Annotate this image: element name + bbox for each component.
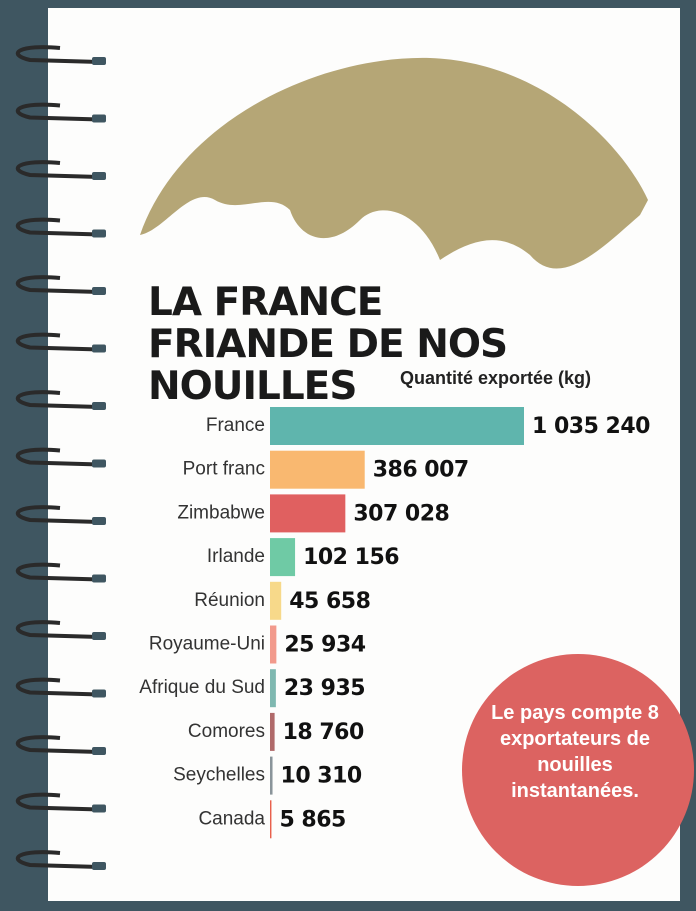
bar bbox=[270, 669, 276, 708]
ring bbox=[15, 792, 101, 812]
category-label: Irlande bbox=[207, 546, 265, 567]
category-label: Réunion bbox=[194, 590, 265, 611]
value-label: 45 658 bbox=[289, 589, 370, 614]
category-label: Canada bbox=[198, 808, 265, 829]
value-label: 307 028 bbox=[353, 501, 449, 526]
bar bbox=[270, 450, 365, 489]
value-label: 18 760 bbox=[283, 720, 364, 745]
axis-label: Quantité exportée (kg) bbox=[400, 368, 592, 388]
category-label: Royaume-Uni bbox=[149, 634, 265, 655]
ring-hole bbox=[92, 344, 106, 353]
bar bbox=[270, 407, 524, 445]
ring bbox=[15, 45, 101, 64]
value-label: 23 935 bbox=[284, 676, 365, 701]
ring-hole bbox=[92, 689, 106, 698]
ring-hole bbox=[92, 574, 106, 583]
category-label: Port franc bbox=[183, 459, 265, 480]
category-label: France bbox=[206, 415, 265, 436]
bar bbox=[270, 538, 296, 577]
ring bbox=[15, 505, 101, 524]
ring-hole bbox=[92, 57, 106, 65]
ring-hole bbox=[92, 114, 106, 123]
ring-hole bbox=[92, 517, 106, 525]
ring-hole bbox=[92, 804, 106, 813]
globe-oceania bbox=[520, 220, 575, 254]
category-label: Seychelles bbox=[173, 765, 265, 786]
bar bbox=[270, 756, 273, 795]
ring bbox=[15, 332, 101, 352]
value-label: 386 007 bbox=[373, 458, 469, 483]
ring bbox=[15, 850, 101, 869]
ring-hole bbox=[92, 172, 106, 180]
ring-hole bbox=[92, 402, 106, 410]
bar bbox=[270, 800, 272, 839]
ring bbox=[15, 620, 101, 639]
ring bbox=[15, 390, 101, 409]
category-label: Afrique du Sud bbox=[139, 677, 265, 698]
ring-hole bbox=[92, 747, 106, 755]
annotation: Le pays compte 8 exportateurs de nouille… bbox=[491, 702, 659, 802]
ring bbox=[15, 447, 101, 467]
globe bbox=[140, 57, 648, 269]
category-label: Comores bbox=[188, 721, 265, 742]
value-label: 5 865 bbox=[279, 807, 345, 832]
ring-hole bbox=[92, 862, 106, 870]
annotation-circle bbox=[462, 654, 694, 886]
spiral bbox=[15, 45, 106, 870]
ring bbox=[15, 562, 101, 582]
ring bbox=[15, 217, 101, 237]
bar bbox=[270, 494, 346, 533]
ring bbox=[15, 275, 101, 294]
bar bbox=[270, 712, 275, 751]
bar bbox=[270, 581, 282, 620]
ring bbox=[15, 677, 101, 697]
ring-hole bbox=[92, 287, 106, 295]
value-label: 102 156 bbox=[303, 545, 399, 570]
ring-hole bbox=[92, 229, 106, 238]
ring bbox=[15, 160, 101, 179]
value-label: 1 035 240 bbox=[532, 414, 650, 439]
ring-hole bbox=[92, 632, 106, 640]
chart-title: LA FRANCE FRIANDE DE NOS NOUILLES bbox=[148, 280, 508, 409]
ring bbox=[15, 735, 101, 754]
ring-hole bbox=[92, 459, 106, 468]
value-label: 25 934 bbox=[284, 633, 365, 658]
value-label: 10 310 bbox=[281, 764, 362, 789]
category-label: Zimbabwe bbox=[177, 502, 265, 523]
bar bbox=[270, 625, 277, 664]
ring bbox=[15, 102, 101, 122]
